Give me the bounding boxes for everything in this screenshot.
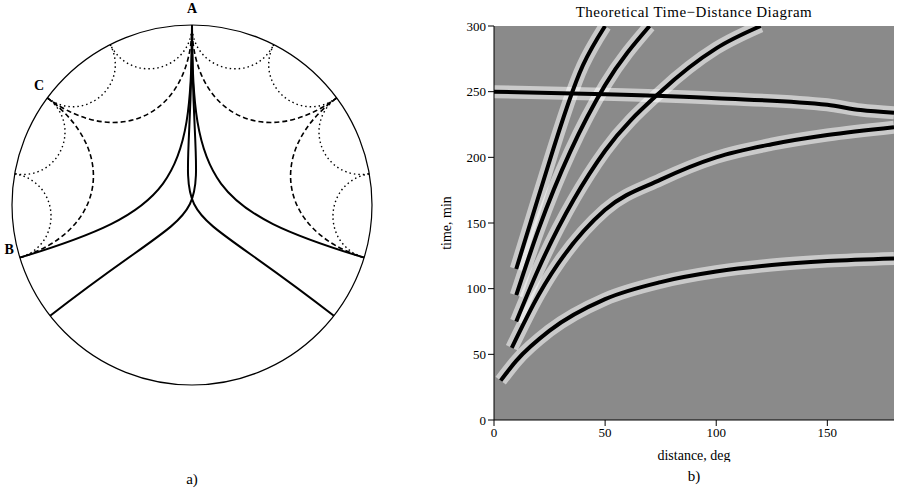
svg-text:0: 0	[480, 413, 487, 428]
svg-text:200: 200	[467, 150, 487, 165]
html-text:Theoretical Time−Distance Diag: Theoretical Time−Distance Diagram	[575, 4, 813, 20]
svg-text:C: C	[34, 78, 44, 93]
svg-text:0: 0	[491, 425, 498, 440]
svg-text:B: B	[5, 242, 14, 257]
svg-text:time, min: time, min	[440, 196, 454, 250]
svg-text:150: 150	[818, 425, 838, 440]
svg-text:50: 50	[473, 347, 486, 362]
svg-text:250: 250	[467, 84, 487, 99]
svg-text:distance, deg: distance, deg	[657, 448, 730, 462]
svg-text:A: A	[187, 1, 198, 16]
svg-text:100: 100	[706, 425, 726, 440]
svg-text:150: 150	[467, 216, 487, 231]
svg-text:300: 300	[467, 19, 487, 34]
svg-text:a): a)	[186, 471, 198, 488]
html-text:b): b)	[687, 468, 701, 484]
svg-text:100: 100	[467, 281, 487, 296]
svg-text:50: 50	[599, 425, 612, 440]
